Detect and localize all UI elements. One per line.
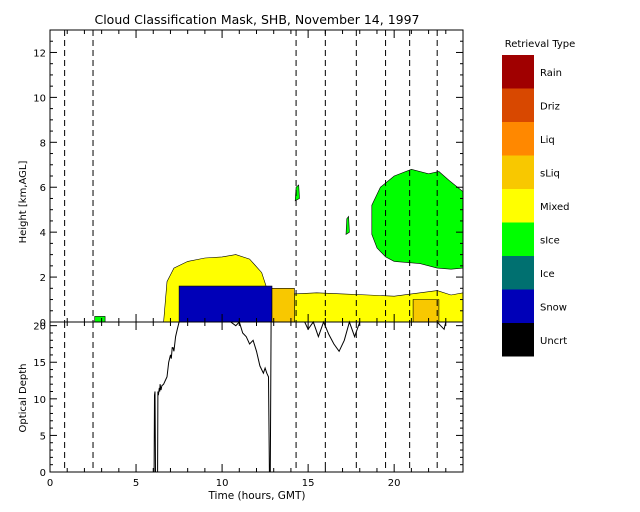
x-axis-label: Time (hours, GMT) — [207, 490, 305, 502]
od-plot-frame — [49, 321, 464, 473]
od-ytick-label-0: 0 — [40, 468, 46, 479]
legend-swatch-driz — [502, 88, 534, 122]
od-xtick-label-15: 15 — [302, 478, 315, 489]
mask-ytick-label-0: 0 — [40, 318, 46, 329]
optical-depth-panel: 0 5 10 15 20 0 5 10 15 20 Optical Depth Time (ho… — [18, 320, 464, 502]
optical-depth-line — [153, 320, 463, 473]
legend: Retrieval Type Rain Driz Liq sLiq Mixed sIce I… — [502, 39, 575, 357]
legend-label-driz: Driz — [540, 101, 560, 112]
mask-y-axis-label: Height [km,AGL] — [18, 161, 29, 244]
od-xtick-label-5: 5 — [133, 478, 139, 489]
mask-ytick-label-8: 8 — [40, 138, 46, 149]
legend-label-sice: sIce — [540, 235, 560, 246]
legend-label-rain: Rain — [540, 68, 562, 79]
od-y-axis-label: Optical Depth — [18, 364, 29, 433]
legend-swatch-liq — [502, 122, 534, 156]
legend-swatch-sliq — [502, 155, 534, 189]
mask-ytick-label-2: 2 — [40, 273, 46, 284]
region-sliq-2 — [271, 287, 295, 323]
od-x-ticks: 0 5 10 15 20 — [47, 322, 464, 489]
mask-panel: 0 2 4 6 8 10 12 Height [km,AGL] — [18, 29, 464, 329]
mask-ytick-label-6: 6 — [40, 183, 46, 194]
legend-swatch-sice — [502, 222, 534, 256]
mask-regions — [94, 168, 464, 323]
region-sliq-4 — [412, 299, 440, 323]
legend-title: Retrieval Type — [505, 39, 576, 50]
region-snow-1 — [178, 285, 273, 323]
legend-swatch-snow — [502, 289, 534, 323]
legend-label-uncrt: Uncrt — [540, 336, 567, 347]
mask-ytick-label-4: 4 — [40, 228, 46, 239]
mask-dashed-lines — [64, 30, 438, 322]
od-y-ticks: 0 5 10 15 20 — [33, 322, 463, 479]
od-dashed-lines — [64, 322, 438, 472]
od-ytick-label-10: 10 — [33, 395, 46, 406]
legend-swatch-mixed — [502, 189, 534, 223]
od-xtick-label-20: 20 — [388, 478, 401, 489]
mask-ytick-label-12: 12 — [33, 48, 46, 59]
legend-label-snow: Snow — [540, 302, 567, 313]
od-xtick-label-10: 10 — [216, 478, 229, 489]
legend-items: Rain Driz Liq sLiq Mixed sIce Ice Snow Uncrt — [502, 55, 570, 357]
od-ytick-label-15: 15 — [33, 358, 46, 369]
od-ytick-label-5: 5 — [40, 431, 46, 442]
legend-label-mixed: Mixed — [540, 202, 570, 213]
region-sice-6 — [94, 316, 106, 323]
region-sice-7 — [345, 215, 350, 235]
legend-swatch-uncrt — [502, 323, 534, 357]
mask-ytick-label-10: 10 — [33, 93, 46, 104]
chart-title: Cloud Classification Mask, SHB, November… — [94, 12, 419, 27]
legend-swatch-rain — [502, 55, 534, 89]
legend-label-sliq: sLiq — [540, 168, 560, 179]
legend-swatch-ice — [502, 256, 534, 290]
od-ytick-label-20: 20 — [33, 322, 46, 333]
mask-x-ticks — [49, 30, 464, 322]
legend-label-liq: Liq — [540, 135, 555, 146]
od-xtick-label-0: 0 — [47, 478, 53, 489]
legend-label-ice: Ice — [540, 269, 555, 280]
